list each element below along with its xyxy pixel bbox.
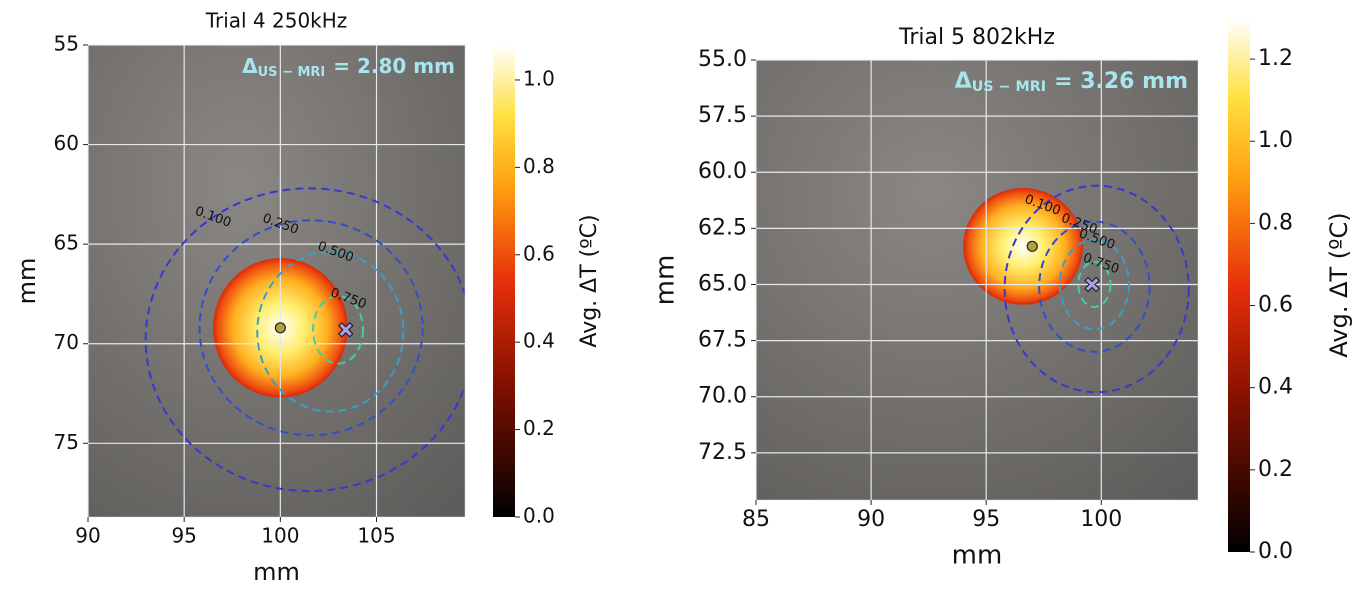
- colorbar-tick-label: 0.4: [1258, 375, 1293, 400]
- y-tick-label: 72.5: [698, 440, 747, 465]
- y-tick-label: 65: [54, 231, 79, 255]
- annotation-text: = 3.26 mm: [1054, 69, 1188, 94]
- us-focus: [1027, 241, 1037, 251]
- annotation-text: = 2.80 mm: [333, 54, 455, 78]
- y-tick-label: 65.0: [698, 271, 747, 296]
- colorbar-tick-label: 1.0: [1258, 128, 1293, 153]
- us-focus: [275, 323, 285, 333]
- y-tick-label: 75: [54, 430, 79, 454]
- x-tick-label: 90: [857, 507, 885, 532]
- colorbar-tick-label: 0.0: [1258, 539, 1293, 564]
- chart-title: Trial 5 802kHz: [898, 25, 1055, 50]
- x-tick-label: 95: [171, 524, 196, 548]
- colorbar: [493, 45, 515, 517]
- colorbar-tick-label: 1.2: [1258, 46, 1293, 71]
- x-tick-label: 85: [742, 507, 770, 532]
- colorbar-tick-label: 0.2: [1258, 457, 1293, 482]
- colorbar-tick-label: 0.8: [1258, 210, 1293, 235]
- y-tick-label: 55: [54, 32, 79, 56]
- y-tick-label: 67.5: [698, 328, 747, 353]
- x-tick-label: 90: [75, 524, 100, 548]
- y-tick-label: 60: [54, 131, 79, 155]
- colorbar-tick-label: 1.0: [523, 66, 555, 90]
- x-tick-label: 105: [357, 524, 395, 548]
- colorbar-label: Avg. ΔT (ºC): [1325, 212, 1353, 357]
- colorbar-tick-label: 0.6: [1258, 293, 1293, 318]
- colorbar-label: Avg. ΔT (ºC): [577, 214, 602, 347]
- colorbar-tick-label: 0.2: [523, 416, 555, 440]
- x-axis-label: mm: [952, 541, 1003, 571]
- y-tick-label: 57.5: [698, 103, 747, 128]
- colorbar-tick-label: 0.4: [523, 329, 555, 353]
- colorbar-tick-label: 0.0: [523, 504, 555, 528]
- figure: 0.1000.2500.5000.750ΔUS − MRI= 2.80 mm90…: [0, 0, 1368, 591]
- x-tick-label: 100: [261, 524, 299, 548]
- x-tick-label: 95: [972, 507, 1000, 532]
- annotation-symbol: Δ: [242, 54, 258, 78]
- x-axis-label: mm: [253, 558, 300, 586]
- annotation-subscript: US − MRI: [258, 65, 326, 80]
- colorbar-tick-label: 0.6: [523, 241, 555, 265]
- y-tick-label: 70.0: [698, 384, 747, 409]
- annotation-subscript: US − MRI: [972, 79, 1046, 95]
- y-tick-label: 62.5: [698, 215, 747, 240]
- chart-title: Trial 4 250kHz: [205, 9, 348, 33]
- y-tick-label: 70: [54, 330, 79, 354]
- colorbar-tick-label: 0.8: [523, 154, 555, 178]
- y-axis-label: mm: [651, 255, 681, 306]
- colorbar: [1228, 18, 1250, 552]
- y-tick-label: 60.0: [698, 159, 747, 184]
- annotation-symbol: Δ: [955, 69, 972, 94]
- y-axis-label: mm: [13, 258, 41, 305]
- y-tick-label: 55.0: [698, 47, 747, 72]
- x-tick-label: 100: [1080, 507, 1122, 532]
